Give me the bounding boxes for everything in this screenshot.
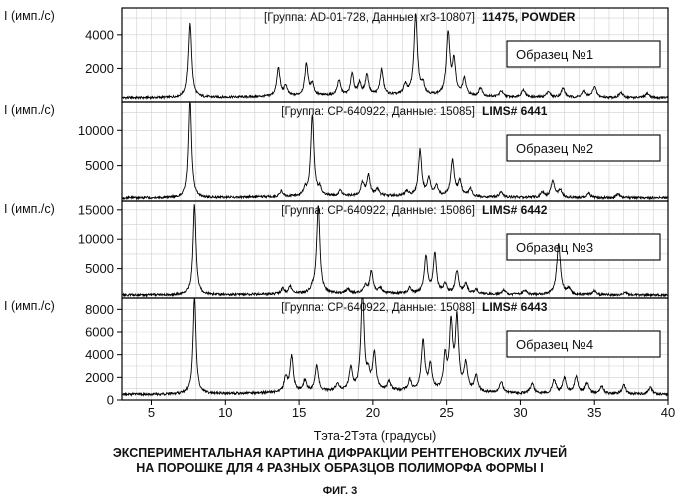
y-tick-label: 0 [107, 393, 114, 408]
series-line-3 [121, 204, 669, 298]
sample-legend-label: Образец №1 [516, 47, 593, 62]
x-tick-label: 40 [661, 405, 675, 420]
panel-header-id: LIMS# 6441 [482, 104, 548, 118]
x-tick-label: 35 [587, 405, 601, 420]
figure-caption-line-2: НА ПОРОШКЕ ДЛЯ 4 РАЗНЫХ ОБРАЗЦОВ ПОЛИМОР… [136, 461, 544, 475]
y-tick-label: 2000 [85, 61, 114, 76]
y-tick-label: 15000 [78, 202, 114, 217]
series-line-1 [121, 13, 669, 101]
y-axis-label: I (имп./с) [4, 103, 55, 117]
figure-caption-line-1: ЭКСПЕРИМЕНТАЛЬНАЯ КАРТИНА ДИФРАКЦИИ РЕНТ… [112, 446, 568, 460]
y-tick-label: 4000 [85, 347, 114, 362]
sample-legend-box [506, 330, 661, 358]
x-tick-label: 5 [148, 405, 155, 420]
figure-number: ФИГ. 3 [322, 485, 358, 497]
y-tick-label: 2000 [85, 370, 114, 385]
y-tick-label: 5000 [85, 158, 114, 173]
panel-frame [121, 297, 669, 401]
panel-header-meta: [Группа: AD-01-728, Данные: xr3-10807] [264, 12, 475, 24]
x-tick-label: 30 [513, 405, 527, 420]
y-tick-label: 4000 [85, 27, 114, 42]
sample-legend-box [506, 233, 661, 261]
series-line-2 [121, 101, 669, 201]
x-tick-label: 20 [366, 405, 380, 420]
y-tick-label: 6000 [85, 325, 114, 340]
panel-header-id: LIMS# 6442 [482, 203, 548, 217]
y-axis-label: I (имп./с) [4, 299, 55, 313]
panel-header-meta: [Группа: CP-640922, Данные: 15088] [281, 302, 475, 314]
x-axis-label: Тэта-2Тэта (градусы) [314, 429, 437, 443]
y-axis-label: I (имп./с) [4, 202, 55, 216]
x-tick-label: 15 [292, 405, 306, 420]
sample-legend-label: Образец №3 [516, 240, 593, 255]
panel-header-id: LIMS# 6443 [482, 300, 548, 314]
sample-legend-label: Образец №4 [516, 337, 593, 352]
x-tick-label: 25 [439, 405, 453, 420]
y-axis-label: I (имп./с) [4, 9, 55, 23]
series-line-4 [121, 298, 669, 398]
x-tick-label: 10 [218, 405, 232, 420]
panel-header-meta: [Группа: CP-640922, Данные: 15085] [281, 106, 475, 118]
y-tick-label: 8000 [85, 302, 114, 317]
sample-legend-label: Образец №2 [516, 141, 593, 156]
sample-legend-box [506, 40, 661, 68]
sample-legend-box [506, 134, 661, 162]
panel-header-meta: [Группа: CP-640922, Данные: 15086] [281, 205, 475, 217]
y-tick-label: 10000 [78, 123, 114, 138]
y-tick-label: 10000 [78, 232, 114, 247]
panel-header-id: 11475, POWDER [482, 10, 576, 24]
y-tick-label: 5000 [85, 261, 114, 276]
